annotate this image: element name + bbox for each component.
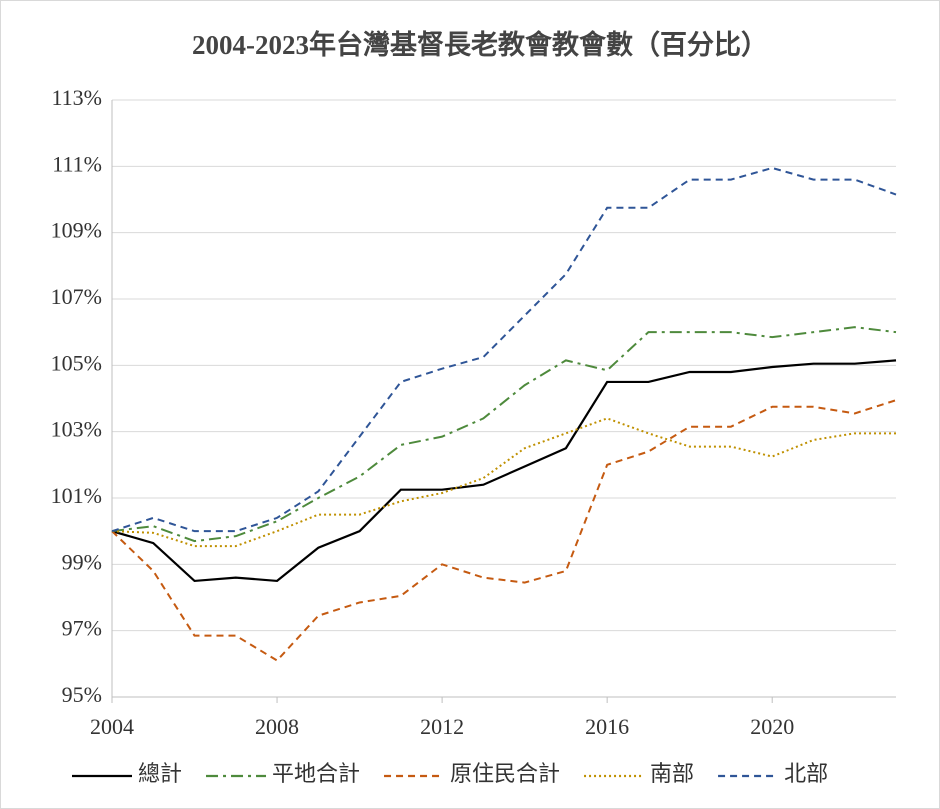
x-tick-label: 2020 — [750, 714, 794, 739]
legend-label: 南部 — [650, 761, 694, 786]
legend-label: 原住民合計 — [450, 761, 560, 786]
series-line — [111, 326, 897, 543]
x-tick-label: 2008 — [255, 714, 299, 739]
x-tick-label: 2016 — [585, 714, 629, 739]
y-tick-label: 107% — [51, 284, 102, 309]
series-line — [111, 359, 897, 583]
x-tick-label: 2012 — [420, 714, 464, 739]
legend-label: 平地合計 — [272, 761, 360, 786]
y-tick-label: 101% — [51, 483, 102, 508]
y-tick-label: 103% — [51, 417, 102, 442]
x-tick-label: 2004 — [90, 714, 134, 739]
legend-label: 總計 — [138, 761, 182, 786]
y-tick-label: 105% — [51, 350, 102, 375]
y-tick-label: 95% — [62, 682, 102, 707]
y-tick-label: 111% — [52, 151, 102, 176]
y-tick-label: 113% — [51, 85, 102, 110]
legend-label: 北部 — [784, 761, 828, 786]
chart-title: 2004-2023年台灣基督長老教會教會數（百分比） — [192, 29, 768, 60]
series-line — [111, 417, 896, 548]
y-tick-label: 99% — [62, 549, 102, 574]
series-line — [111, 399, 897, 662]
series-line — [111, 166, 897, 533]
y-tick-label: 109% — [51, 218, 102, 243]
y-tick-label: 97% — [62, 616, 102, 641]
